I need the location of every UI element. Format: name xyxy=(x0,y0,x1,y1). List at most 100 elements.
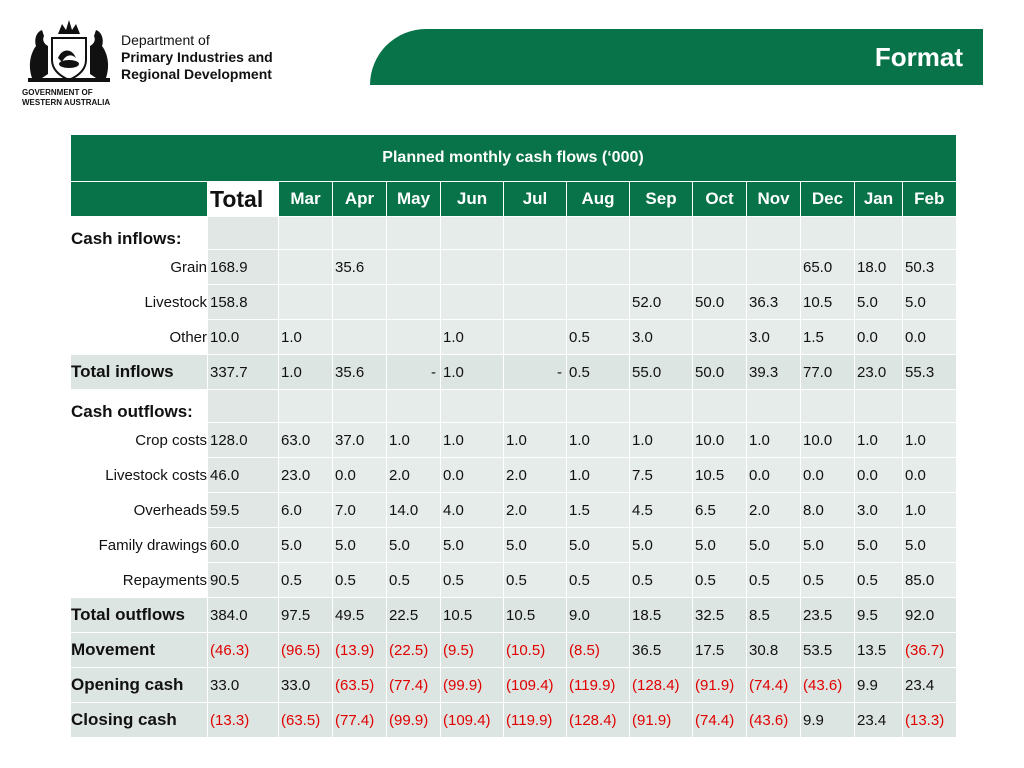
header-month-dec: Dec xyxy=(800,181,855,217)
month-cell-jan: 23.0 xyxy=(854,354,903,390)
table-row: Crop costs 128.0 63.0 37.0 1.0 1.0 1.0 1.0 1.0 10… xyxy=(70,422,956,458)
month-cell-dec: 8.0 xyxy=(800,492,855,528)
month-cell-sep: 55.0 xyxy=(629,354,693,390)
header-month-aug: Aug xyxy=(566,181,630,217)
table-row: Movement (46.3) (96.5) (13.9) (22.5) (9.5) (10… xyxy=(70,632,956,668)
row-label: Opening cash xyxy=(70,667,208,703)
month-cell-jul: 2.0 xyxy=(503,457,567,493)
month-cell-jul: (119.9) xyxy=(503,702,567,737)
month-cell-apr xyxy=(332,389,387,423)
month-cell-oct: (74.4) xyxy=(692,702,747,737)
table-row: Family drawings 60.0 5.0 5.0 5.0 5.0 5.0 5.0 5.0… xyxy=(70,527,956,563)
row-total-cell: 90.5 xyxy=(207,562,279,598)
month-cell-apr: 49.5 xyxy=(332,597,387,633)
table-row: Grain 168.9 35.6 65.0 18.0 50.3 xyxy=(70,249,956,285)
month-cell-jul xyxy=(503,249,567,285)
month-cell-jul: - xyxy=(503,354,567,390)
month-cell-apr: 35.6 xyxy=(332,249,387,285)
month-cell-jun xyxy=(440,284,504,320)
month-cell-aug: 9.0 xyxy=(566,597,630,633)
row-label: Total inflows xyxy=(70,354,208,390)
row-label: Livestock costs xyxy=(70,457,208,493)
month-cell-apr: (13.9) xyxy=(332,632,387,668)
month-cell-may xyxy=(386,389,441,423)
dept-line-2: Primary Industries and xyxy=(121,49,273,65)
month-cell-feb: 23.4 xyxy=(902,667,956,703)
row-label: Overheads xyxy=(70,492,208,528)
month-cell-aug: 1.0 xyxy=(566,422,630,458)
month-cell-sep: 5.0 xyxy=(629,527,693,563)
table-row: Total outflows 384.0 97.5 49.5 22.5 10.5 10.5 9… xyxy=(70,597,956,633)
month-cell-mar xyxy=(278,216,333,250)
month-cell-sep: 1.0 xyxy=(629,422,693,458)
month-cell-jan: 5.0 xyxy=(854,527,903,563)
row-label: Family drawings xyxy=(70,527,208,563)
header-month-sep: Sep xyxy=(629,181,693,217)
month-cell-jan: 0.5 xyxy=(854,562,903,598)
month-cell-sep: 7.5 xyxy=(629,457,693,493)
month-cell-apr: 35.6 xyxy=(332,354,387,390)
month-cell-apr: 5.0 xyxy=(332,527,387,563)
month-cell-dec: 1.5 xyxy=(800,319,855,355)
month-cell-nov: 5.0 xyxy=(746,527,801,563)
title-banner: Format xyxy=(370,29,983,85)
month-cell-aug xyxy=(566,249,630,285)
month-cell-may xyxy=(386,249,441,285)
month-cell-mar: 97.5 xyxy=(278,597,333,633)
dept-line-1: Department of xyxy=(121,32,210,48)
month-cell-apr: (77.4) xyxy=(332,702,387,737)
month-cell-dec: 0.0 xyxy=(800,457,855,493)
month-cell-aug: 1.0 xyxy=(566,457,630,493)
month-cell-sep xyxy=(629,249,693,285)
month-cell-aug xyxy=(566,389,630,423)
month-cell-sep xyxy=(629,216,693,250)
month-cell-mar: 1.0 xyxy=(278,319,333,355)
row-total-cell: 128.0 xyxy=(207,422,279,458)
month-cell-mar: 33.0 xyxy=(278,667,333,703)
month-cell-oct: 10.5 xyxy=(692,457,747,493)
month-cell-aug: 0.5 xyxy=(566,319,630,355)
month-cell-may xyxy=(386,284,441,320)
month-cell-apr xyxy=(332,284,387,320)
month-cell-jan xyxy=(854,389,903,423)
month-cell-jan: 9.5 xyxy=(854,597,903,633)
month-cell-jan: 9.9 xyxy=(854,667,903,703)
row-total-cell: 158.8 xyxy=(207,284,279,320)
table-row: Closing cash (13.3) (63.5) (77.4) (99.9) (109… xyxy=(70,702,956,737)
month-cell-oct xyxy=(692,389,747,423)
month-cell-mar: 1.0 xyxy=(278,354,333,390)
row-total-cell: (46.3) xyxy=(207,632,279,668)
table-row: Total inflows 337.7 1.0 35.6-1.0-0.5 55.0 50.… xyxy=(70,354,956,390)
month-cell-feb: 50.3 xyxy=(902,249,956,285)
month-cell-jun: 1.0 xyxy=(440,354,504,390)
month-cell-jan: 13.5 xyxy=(854,632,903,668)
month-cell-oct: 50.0 xyxy=(692,354,747,390)
table-row: Repayments 90.5 0.5 0.5 0.5 0.5 0.5 0.5 0.5 0.5 0.… xyxy=(70,562,956,598)
month-cell-sep: 0.5 xyxy=(629,562,693,598)
month-cell-dec: 23.5 xyxy=(800,597,855,633)
row-label: Movement xyxy=(70,632,208,668)
month-cell-aug: (128.4) xyxy=(566,702,630,737)
month-cell-dec: 53.5 xyxy=(800,632,855,668)
month-cell-nov: 0.0 xyxy=(746,457,801,493)
month-cell-may: (99.9) xyxy=(386,702,441,737)
month-cell-feb: (36.7) xyxy=(902,632,956,668)
month-cell-oct: 6.5 xyxy=(692,492,747,528)
month-cell-aug: 0.5 xyxy=(566,354,630,390)
month-cell-apr: 37.0 xyxy=(332,422,387,458)
month-cell-dec xyxy=(800,216,855,250)
month-cell-oct xyxy=(692,249,747,285)
month-cell-nov: (74.4) xyxy=(746,667,801,703)
month-cell-jul: 2.0 xyxy=(503,492,567,528)
month-cell-may xyxy=(386,216,441,250)
month-cell-jul xyxy=(503,389,567,423)
month-cell-jan: 5.0 xyxy=(854,284,903,320)
row-total-cell: 46.0 xyxy=(207,457,279,493)
month-cell-feb: 0.0 xyxy=(902,457,956,493)
month-cell-nov: 0.5 xyxy=(746,562,801,598)
month-cell-jan: 18.0 xyxy=(854,249,903,285)
month-cell-jan: 1.0 xyxy=(854,422,903,458)
month-cell-may: 0.5 xyxy=(386,562,441,598)
row-total-cell: 384.0 xyxy=(207,597,279,633)
month-cell-mar: 63.0 xyxy=(278,422,333,458)
